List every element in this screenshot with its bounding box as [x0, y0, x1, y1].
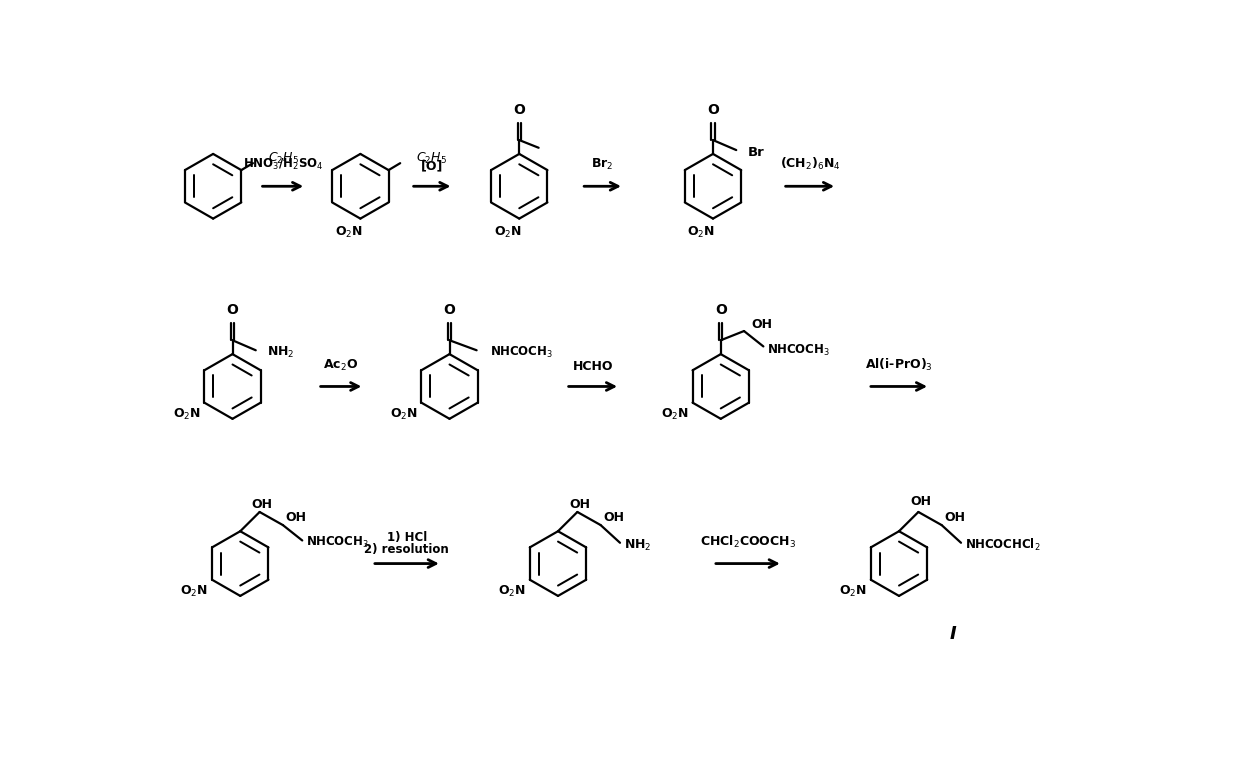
Text: NH$_2$: NH$_2$ [268, 345, 295, 360]
Text: NHCOCH$_3$: NHCOCH$_3$ [306, 535, 370, 550]
Text: O: O [227, 303, 238, 317]
Text: CHCl$_2$COOCH$_3$: CHCl$_2$COOCH$_3$ [699, 533, 796, 549]
Text: 2) resolution: 2) resolution [365, 542, 449, 556]
Text: NH$_2$: NH$_2$ [624, 538, 651, 552]
Text: Ac$_2$O: Ac$_2$O [324, 358, 358, 372]
Text: OH: OH [285, 511, 306, 524]
Text: OH: OH [603, 511, 624, 524]
Text: OH: OH [944, 511, 965, 524]
Text: O$_2$N: O$_2$N [661, 407, 688, 422]
Text: O: O [444, 303, 455, 317]
Text: HNO$_3$/H$_2$SO$_4$: HNO$_3$/H$_2$SO$_4$ [243, 157, 324, 172]
Text: O$_2$N: O$_2$N [494, 225, 522, 240]
Text: NHCOCH$_3$: NHCOCH$_3$ [490, 345, 553, 360]
Text: O$_2$N: O$_2$N [389, 407, 418, 422]
Text: O$_2$N: O$_2$N [498, 584, 526, 599]
Text: HCHO: HCHO [573, 359, 613, 372]
Text: OH: OH [569, 497, 590, 510]
Text: OH: OH [910, 495, 931, 508]
Text: O$_2$N: O$_2$N [335, 225, 363, 240]
Text: OH: OH [252, 497, 273, 510]
Text: $C_2H_5$: $C_2H_5$ [415, 151, 446, 166]
Text: O: O [714, 303, 727, 317]
Text: NHCOCHCl$_2$: NHCOCHCl$_2$ [965, 537, 1040, 553]
Text: 1) HCl: 1) HCl [387, 531, 427, 544]
Text: O$_2$N: O$_2$N [180, 584, 208, 599]
Text: O: O [707, 103, 719, 117]
Text: Br$_2$: Br$_2$ [591, 157, 614, 172]
Text: [O]: [O] [420, 159, 443, 172]
Text: I: I [950, 625, 956, 643]
Text: NHCOCH$_3$: NHCOCH$_3$ [768, 343, 831, 358]
Text: OH: OH [751, 318, 773, 331]
Text: Br: Br [748, 146, 765, 159]
Text: (CH$_2$)$_6$N$_4$: (CH$_2$)$_6$N$_4$ [780, 156, 841, 172]
Text: Al(i-PrO)$_3$: Al(i-PrO)$_3$ [866, 356, 932, 372]
Text: O$_2$N: O$_2$N [172, 407, 201, 422]
Text: O$_2$N: O$_2$N [839, 584, 867, 599]
Text: $C_2H_5$: $C_2H_5$ [268, 151, 299, 166]
Text: O$_2$N: O$_2$N [687, 225, 715, 240]
Text: O: O [513, 103, 526, 117]
